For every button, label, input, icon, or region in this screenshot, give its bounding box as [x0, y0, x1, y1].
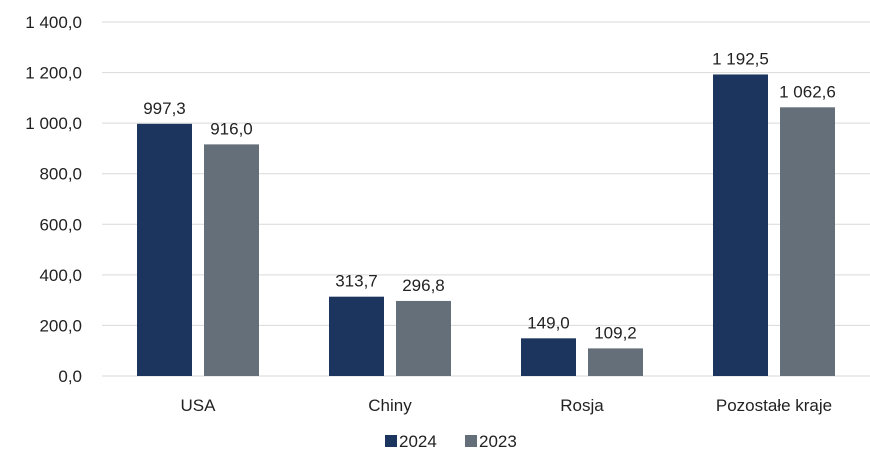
x-axis-category-labels: USA Chiny Rosja Pozostałe kraje: [181, 396, 833, 415]
data-label: 149,0: [527, 313, 570, 332]
y-tick-label: 1 000,0: [25, 114, 82, 133]
legend-label: 2024: [399, 432, 437, 451]
bar-2023-1: [396, 300, 451, 376]
bar-2024-3: [713, 74, 768, 376]
x-category-label: Chiny: [368, 396, 412, 415]
bar-2023-2: [588, 348, 643, 376]
legend: 2024 2023: [385, 432, 517, 451]
y-tick-label: 1 200,0: [25, 64, 82, 83]
data-label: 313,7: [335, 272, 378, 291]
y-tick-label: 800,0: [39, 165, 82, 184]
data-label: 916,0: [210, 119, 253, 138]
y-tick-label: 600,0: [39, 215, 82, 234]
bars: [137, 74, 835, 377]
data-label: 1 192,5: [712, 49, 769, 68]
y-tick-label: 0,0: [58, 367, 82, 386]
x-category-label: Pozostałe kraje: [716, 396, 832, 415]
data-label: 997,3: [143, 99, 186, 118]
bar-2024-0: [137, 123, 192, 377]
bar-2024-2: [521, 338, 576, 376]
y-tick-label: 400,0: [39, 266, 82, 285]
data-label: 296,8: [402, 276, 445, 295]
y-axis-tick-labels: 0,0 200,0 400,0 600,0 800,0 1 000,0 1 200,0 1 4…: [25, 13, 82, 386]
x-category-label: Rosja: [560, 396, 604, 415]
data-labels: 997,3 916,0 313,7 296,8 149,0 109,2 1 192,5 1 0…: [143, 49, 836, 342]
y-tick-label: 1 400,0: [25, 13, 82, 32]
bar-2023-3: [780, 107, 835, 377]
bar-2024-1: [329, 296, 384, 376]
legend-label: 2023: [479, 432, 517, 451]
x-category-label: USA: [181, 396, 217, 415]
data-label: 109,2: [594, 323, 637, 342]
bar-2023-0: [204, 144, 259, 376]
data-label: 1 062,6: [779, 82, 836, 101]
y-tick-label: 200,0: [39, 316, 82, 335]
legend-swatch-2023: [465, 435, 477, 447]
legend-swatch-2024: [385, 435, 397, 447]
